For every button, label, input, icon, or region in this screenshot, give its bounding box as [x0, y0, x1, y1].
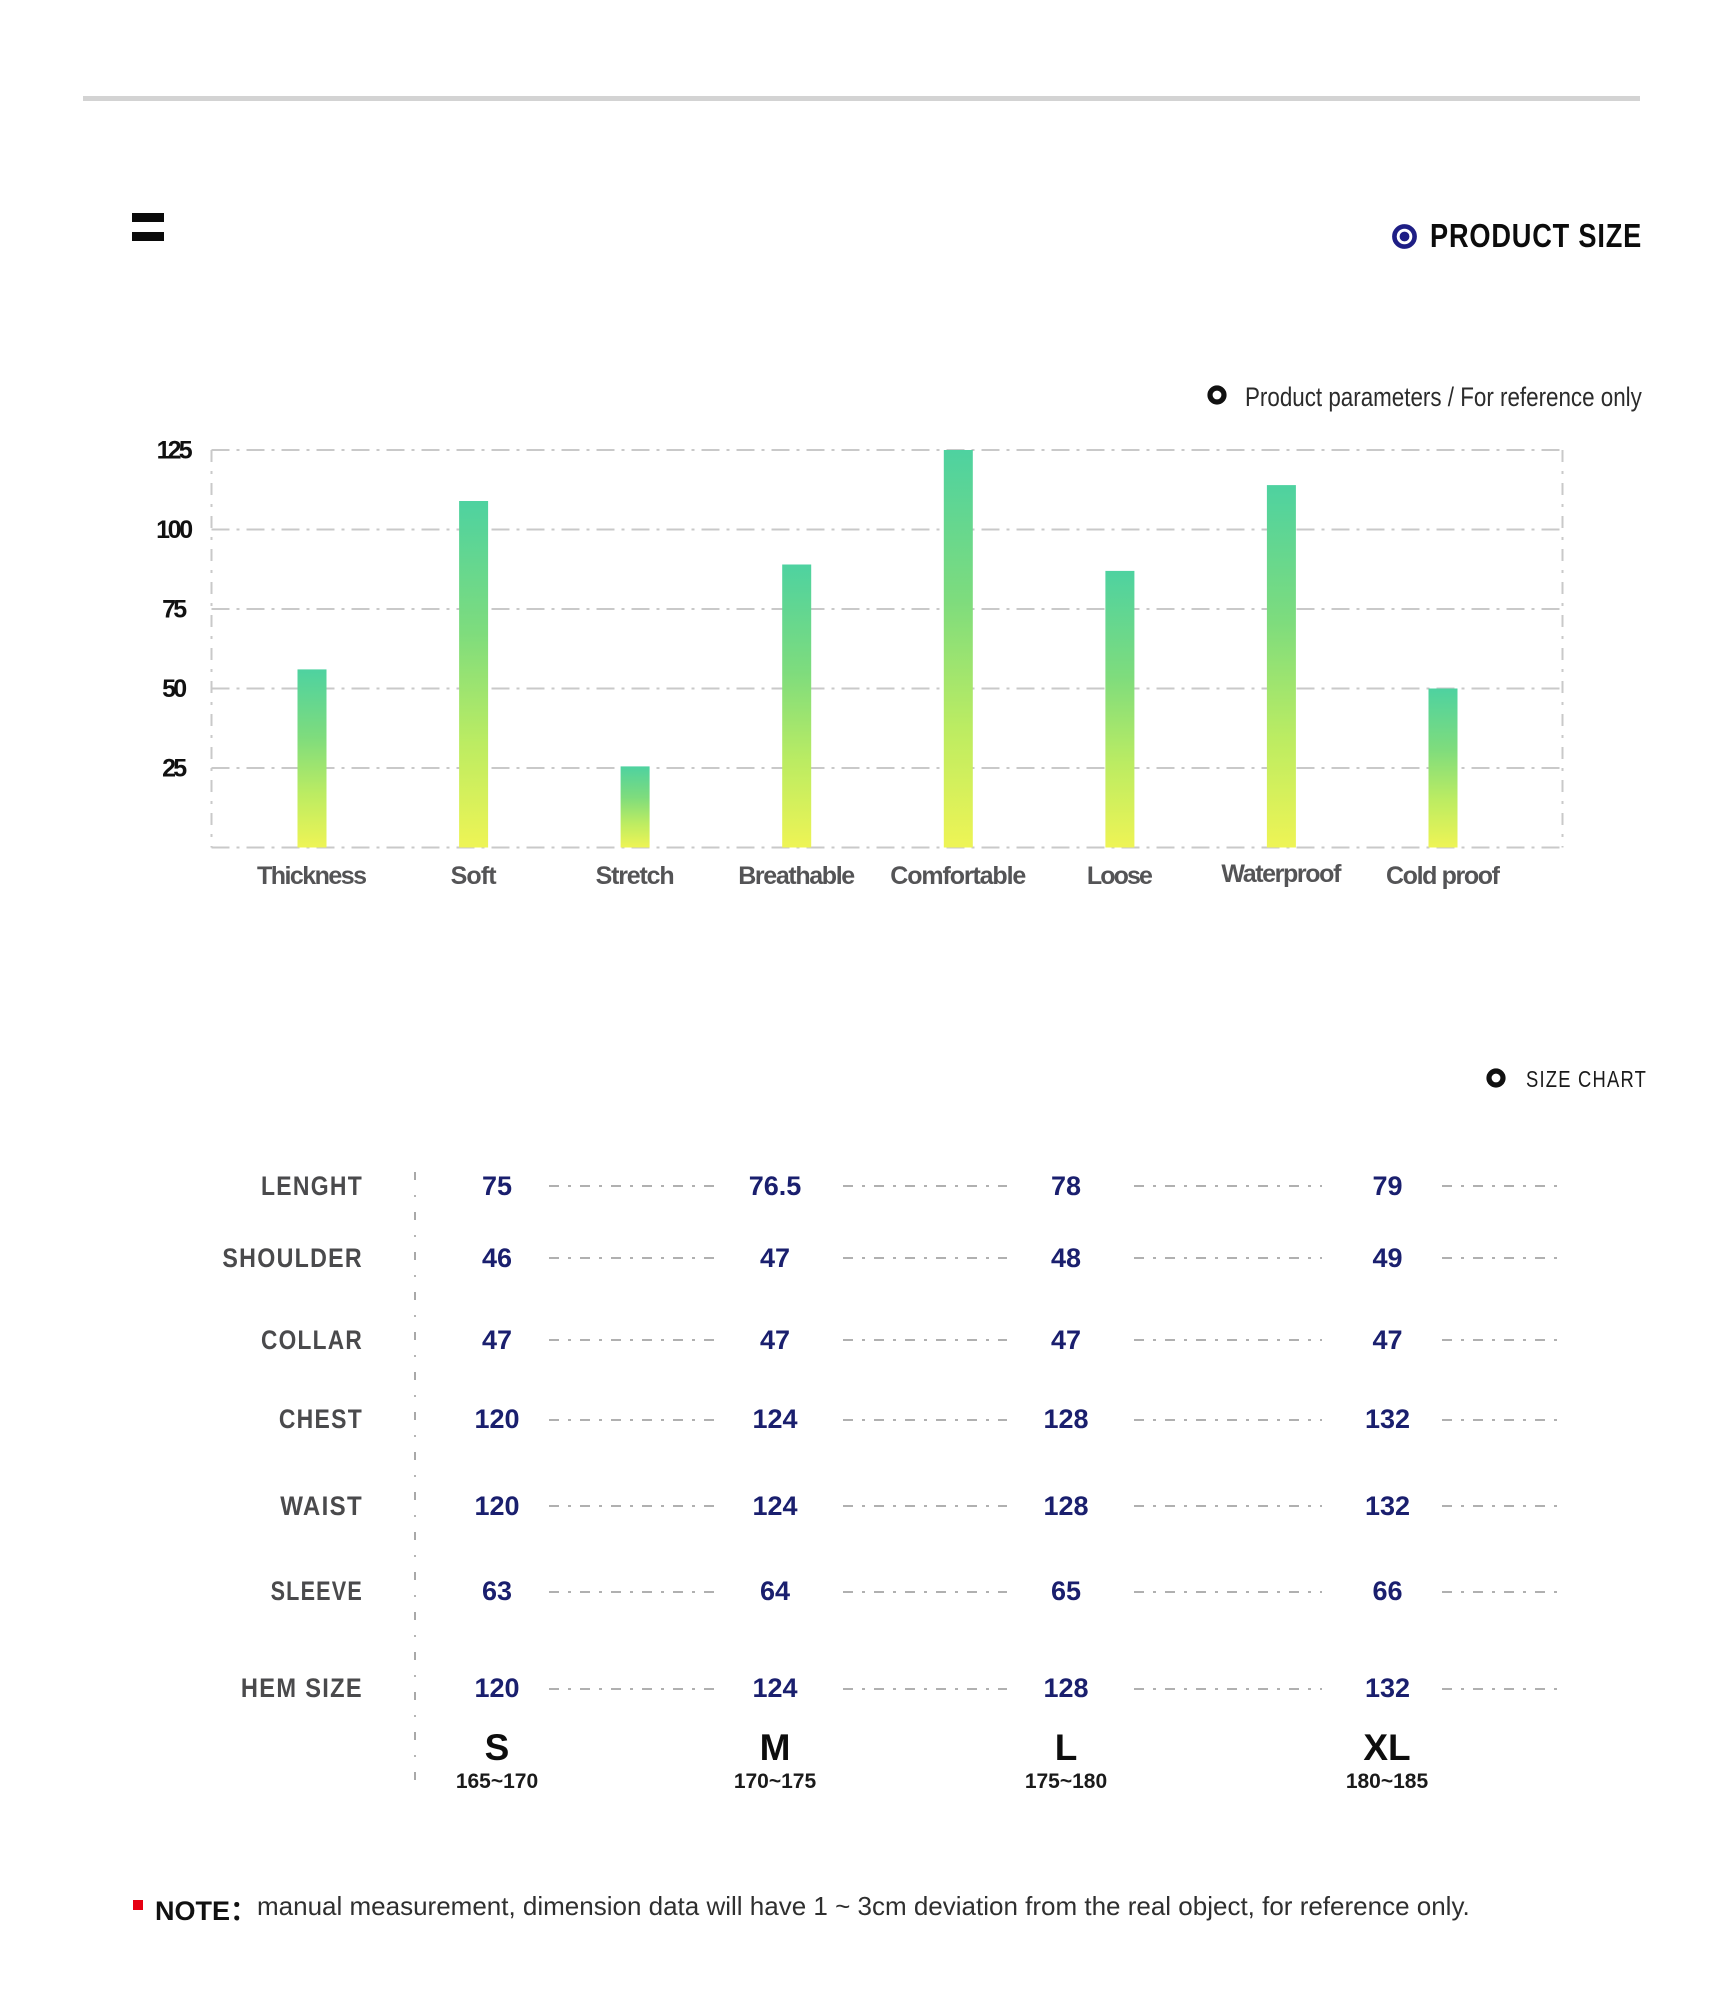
svg-text:Waterproof: Waterproof [1221, 860, 1342, 888]
svg-text:25: 25 [162, 755, 187, 783]
svg-text:Thickness: Thickness [257, 862, 367, 890]
svg-text:Breathable: Breathable [738, 862, 855, 890]
svg-text:Loose: Loose [1087, 862, 1153, 890]
svg-text:125: 125 [157, 437, 193, 465]
svg-text:100: 100 [156, 516, 193, 544]
svg-text:Stretch: Stretch [596, 862, 675, 890]
svg-text:Soft: Soft [451, 862, 498, 890]
svg-text:75: 75 [162, 596, 187, 624]
svg-text:Cold proof: Cold proof [1386, 862, 1501, 890]
svg-text:Comfortable: Comfortable [890, 862, 1026, 890]
svg-text:50: 50 [162, 675, 187, 703]
